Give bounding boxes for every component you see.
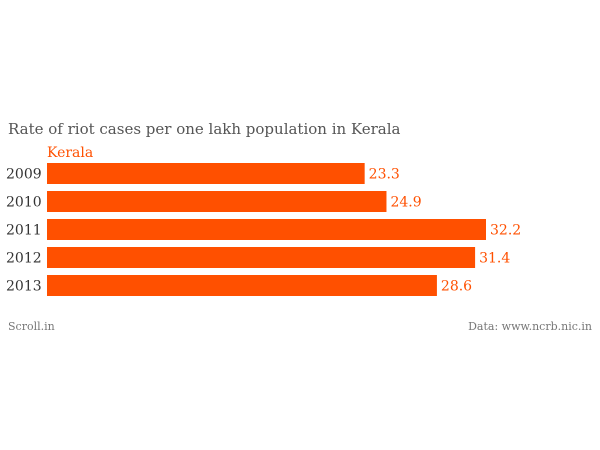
chart-title: Rate of riot cases per one lakh populati… [8,120,401,138]
category-label: 2011 [6,223,42,239]
bar [47,191,387,212]
bar [47,247,476,268]
bar [47,163,365,184]
data-source: Data: www.ncrb.nic.in [468,320,592,333]
series-label: Kerala [47,145,93,161]
category-label: 2009 [6,167,42,183]
value-label: 24.9 [390,195,421,211]
category-label: 2012 [6,251,42,267]
bars-group: 2009 23.3 2010 24.9 2011 32.2 2012 31.4 2013 28.6 [6,163,521,296]
bar [47,219,486,240]
bar [47,275,437,296]
source-credit: Scroll.in [8,320,55,333]
value-label: 32.2 [490,223,521,239]
value-label: 23.3 [369,167,400,183]
value-label: 31.4 [479,251,510,267]
value-label: 28.6 [441,279,472,295]
category-label: 2010 [6,195,42,211]
category-label: 2013 [6,279,42,295]
